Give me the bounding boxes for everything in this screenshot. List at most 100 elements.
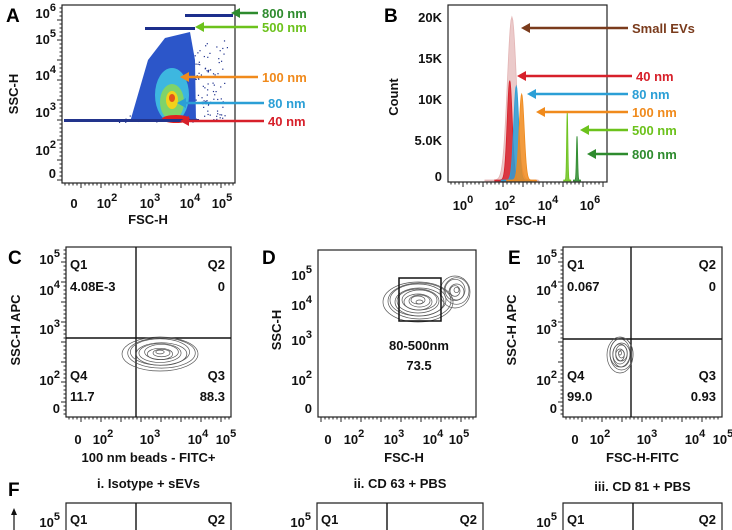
scatter-point: [220, 50, 221, 51]
panel-f-ytick: 105: [39, 511, 60, 530]
panel-e-q3-label: Q3: [699, 368, 716, 383]
panel-c-ytick: 105: [39, 248, 60, 267]
scatter-point: [224, 40, 225, 41]
scatter-point: [223, 54, 224, 55]
scatter-point: [207, 43, 208, 44]
panel-letter-e: E: [508, 248, 521, 269]
scatter-point: [209, 53, 210, 54]
panel-a-annotation: 100 nm: [262, 70, 307, 85]
scatter-point: [217, 73, 218, 74]
scatter-point: [222, 48, 223, 49]
panel-d-plot-frame: [318, 250, 476, 417]
scatter-point: [195, 55, 196, 56]
panel-a-annotation: 800 nm: [262, 6, 307, 21]
panel-d-contour: [397, 289, 439, 313]
scatter-point: [222, 69, 223, 70]
panel-e-q4-label: Q4: [567, 368, 585, 383]
scatter-point: [222, 118, 223, 119]
panel-e-ytick: 103: [536, 318, 557, 337]
panel-b-arrow-head: [580, 125, 589, 135]
panel-e-q1-value: 0.067: [567, 279, 600, 294]
panel-c-q2-value: 0: [218, 279, 225, 294]
panel-c-q3-label: Q3: [208, 368, 225, 383]
scatter-point: [207, 111, 208, 112]
panel-a-xtick: 104: [180, 192, 201, 211]
scatter-point: [119, 122, 120, 123]
panel-c-q2-label: Q2: [208, 257, 225, 272]
scatter-point: [199, 50, 200, 51]
scatter-point: [197, 64, 198, 65]
panel-b-annotation: 100 nm: [632, 105, 677, 120]
panel-a-ytick: 105: [35, 28, 56, 47]
panel-a-annotation: 80 nm: [268, 96, 306, 111]
panel-c-q1-value: 4.08E-3: [70, 279, 116, 294]
panel-d-gate-name: 80-500nm: [389, 338, 449, 353]
panel-e-q2-value: 0: [709, 279, 716, 294]
scatter-point: [208, 83, 209, 84]
panel-b-annotation: 800 nm: [632, 147, 677, 162]
panel-b-annotation: Small EVs: [632, 21, 695, 36]
scatter-point: [216, 91, 217, 92]
panel-b-ytick: 15K: [418, 51, 442, 66]
panel-e-q4-value: 99.0: [567, 389, 592, 404]
scatter-point: [204, 116, 205, 117]
scatter-point: [212, 83, 213, 84]
panel-b-xtick: 100: [453, 194, 474, 213]
bead-500-population: [145, 27, 195, 30]
bead-800-population: [185, 14, 233, 17]
panel-e-ytick: 104: [536, 279, 557, 298]
scatter-point: [207, 70, 208, 71]
scatter-point: [201, 74, 202, 75]
scatter-point: [221, 61, 222, 62]
scatter-point: [222, 107, 223, 108]
panel-f-subtitle: iii. CD 81 + PBS: [594, 479, 691, 494]
panel-b-arrow-head: [517, 71, 526, 81]
panel-a-xtick: 0: [70, 196, 77, 211]
panel-letter-c: C: [8, 248, 22, 269]
scatter-point: [208, 70, 209, 71]
scatter-point: [197, 52, 198, 53]
panel-f-q1-label: Q1: [70, 512, 87, 527]
panel-e-ytick: 105: [536, 248, 557, 267]
panel-b-arrow-head: [527, 89, 536, 99]
panel-a-xtick: 103: [140, 192, 161, 211]
scatter-point: [217, 99, 218, 100]
panel-e-ytick: 0: [550, 401, 557, 416]
panel-e-ytick: 102: [536, 369, 557, 388]
scatter-point: [224, 115, 225, 116]
scatter-point: [216, 46, 217, 47]
panel-c-ytick: 0: [53, 401, 60, 416]
panel-b-annotation: 40 nm: [636, 69, 674, 84]
scatter-point: [208, 105, 209, 106]
panel-f-plot-frame: [66, 503, 231, 530]
scatter-point: [227, 47, 228, 48]
panel-c-q4-value: 11.7: [70, 389, 95, 404]
panel-b-arrow-head: [521, 23, 530, 33]
panel-f-plot-frame: [317, 503, 483, 530]
panel-d-contour: [450, 286, 460, 297]
panel-f-q1-label: Q1: [321, 512, 338, 527]
panel-b-ytick: 5.0K: [415, 133, 443, 148]
scatter-point: [224, 83, 225, 84]
density-region: [169, 94, 175, 102]
panel-c-ytick: 102: [39, 369, 60, 388]
histogram-800-nm: [573, 136, 580, 181]
panel-e-xtick: 105: [713, 428, 732, 447]
scatter-point: [205, 45, 206, 46]
scatter-point: [198, 95, 199, 96]
scatter-point: [210, 115, 211, 116]
scatter-point: [216, 116, 217, 117]
scatter-point: [203, 107, 204, 108]
panel-c-xtick: 0: [74, 432, 81, 447]
panel-a-annotation: 40 nm: [268, 114, 306, 129]
panel-d-ytick: 103: [291, 329, 312, 348]
panel-letter-f: F: [8, 480, 20, 501]
panel-f-ytick: 105: [536, 511, 557, 530]
scatter-point: [204, 87, 205, 88]
panel-a-ytick: 0: [49, 166, 56, 181]
scatter-point: [198, 73, 199, 74]
panel-a-ylabel: SSC-H: [6, 74, 21, 114]
panel-b-xtick: 106: [580, 194, 601, 213]
panel-e-q3-value: 0.93: [691, 389, 716, 404]
panel-a-xtick: 105: [212, 192, 233, 211]
